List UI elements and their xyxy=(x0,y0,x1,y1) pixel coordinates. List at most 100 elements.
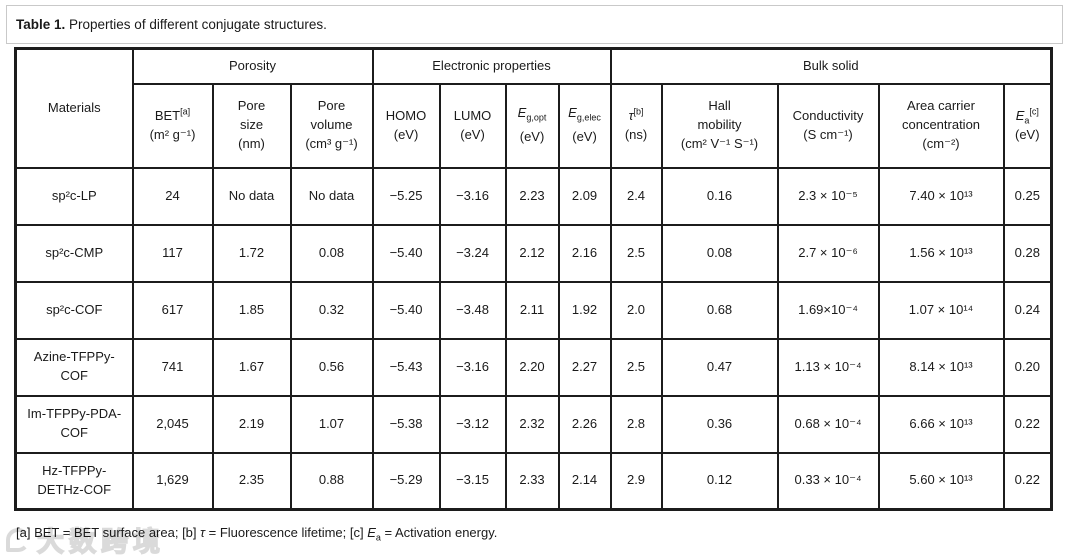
cell-eg-opt: 2.23 xyxy=(504,166,560,226)
cell-tau: 2.5 xyxy=(609,337,663,397)
cell-hall-mobility: 0.36 xyxy=(660,394,779,454)
cell-tau: 2.5 xyxy=(609,223,663,283)
cell-area-carrier: 8.14 × 10¹³ xyxy=(877,337,1005,397)
table-row: Hz-TFPPy-DETHz-COF 1,629 2.35 0.88 −5.29… xyxy=(14,451,1053,511)
table-row: Azine-TFPPy-COF 741 1.67 0.56 −5.43 −3.1… xyxy=(14,337,1053,397)
cell-ea: 0.20 xyxy=(1002,337,1053,397)
column-header-row: BET[a] (m² g⁻¹) Pore size (nm) Pore volum… xyxy=(16,82,1053,169)
cell-homo: −5.29 xyxy=(371,451,441,511)
cell-eg-opt: 2.11 xyxy=(504,280,560,340)
column-header-bet: BET[a] (m² g⁻¹) xyxy=(131,82,214,169)
cell-material: Hz-TFPPy-DETHz-COF xyxy=(14,451,134,511)
table-row: Im-TFPPy-PDA-COF 2,045 2.19 1.07 −5.38 −… xyxy=(14,394,1053,454)
column-group-electronic-properties: Electronic properties xyxy=(371,47,612,85)
cell-lumo: −3.12 xyxy=(438,394,507,454)
cell-bet: 617 xyxy=(131,280,214,340)
cell-tau: 2.0 xyxy=(609,280,663,340)
group-header-row: Materials Porosity Electronic properties… xyxy=(14,47,1053,169)
cell-material: sp²c-CMP xyxy=(14,223,134,283)
cell-homo: −5.40 xyxy=(371,223,441,283)
cell-eg-opt: 2.32 xyxy=(504,394,560,454)
cell-eg-opt: 2.20 xyxy=(504,337,560,397)
cell-homo: −5.40 xyxy=(371,280,441,340)
cell-pore-volume: 0.88 xyxy=(289,451,374,511)
cell-lumo: −3.24 xyxy=(438,223,507,283)
cell-hall-mobility: 0.16 xyxy=(660,166,779,226)
column-header-hall-mobility: Hall mobility (cm² V⁻¹ S⁻¹) xyxy=(660,82,779,169)
cell-pore-size: 2.19 xyxy=(211,394,292,454)
watermark: 大数跨境 xyxy=(6,520,165,559)
cell-eg-elec: 2.14 xyxy=(557,451,612,511)
cell-bet: 1,629 xyxy=(131,451,214,511)
cell-tau: 2.4 xyxy=(609,166,663,226)
cell-ea: 0.22 xyxy=(1002,451,1053,511)
table-row: sp²c-LP 24 No data No data −5.25 −3.16 2… xyxy=(14,166,1053,226)
cell-area-carrier: 1.07 × 10¹⁴ xyxy=(877,280,1005,340)
cell-bet: 741 xyxy=(131,337,214,397)
column-header-tau: τ[b] (ns) xyxy=(609,82,663,169)
cell-area-carrier: 7.40 × 10¹³ xyxy=(877,166,1005,226)
cell-area-carrier: 1.56 × 10¹³ xyxy=(877,223,1005,283)
caption-text: Properties of different conjugate struct… xyxy=(65,17,327,32)
cell-homo: −5.43 xyxy=(371,337,441,397)
cell-eg-opt: 2.33 xyxy=(504,451,560,511)
cell-eg-elec: 2.09 xyxy=(557,166,612,226)
cell-bet: 117 xyxy=(131,223,214,283)
column-header-pore-size: Pore size (nm) xyxy=(211,82,292,169)
cell-area-carrier: 5.60 × 10¹³ xyxy=(877,451,1005,511)
column-header-ea: Ea[c] (eV) xyxy=(1002,82,1053,169)
cell-hall-mobility: 0.47 xyxy=(660,337,779,397)
cell-pore-size: 1.72 xyxy=(211,223,292,283)
cell-pore-size: No data xyxy=(211,166,292,226)
column-header-eg-elec: Eg,elec (eV) xyxy=(557,82,612,169)
cell-pore-volume: 0.08 xyxy=(289,223,374,283)
watermark-logo-icon xyxy=(6,527,30,552)
cell-conductivity: 0.68 × 10⁻⁴ xyxy=(776,394,880,454)
table-row: sp²c-CMP 117 1.72 0.08 −5.40 −3.24 2.12 … xyxy=(14,223,1053,283)
cell-material: sp²c-LP xyxy=(14,166,134,226)
column-header-area-carrier-concentration: Area carrier concentration (cm⁻²) xyxy=(877,82,1005,169)
cell-pore-volume: 1.07 xyxy=(289,394,374,454)
cell-pore-volume: 0.56 xyxy=(289,337,374,397)
column-header-pore-volume: Pore volume (cm³ g⁻¹) xyxy=(289,82,374,169)
cell-hall-mobility: 0.12 xyxy=(660,451,779,511)
cell-hall-mobility: 0.08 xyxy=(660,223,779,283)
cell-lumo: −3.16 xyxy=(438,166,507,226)
cell-ea: 0.24 xyxy=(1002,280,1053,340)
cell-eg-elec: 2.27 xyxy=(557,337,612,397)
column-header-materials: Materials xyxy=(14,47,134,169)
cell-conductivity: 1.69×10⁻⁴ xyxy=(776,280,880,340)
cell-conductivity: 2.3 × 10⁻⁵ xyxy=(776,166,880,226)
cell-eg-elec: 2.26 xyxy=(557,394,612,454)
cell-pore-volume: 0.32 xyxy=(289,280,374,340)
watermark-text: 大数跨境 xyxy=(36,526,165,558)
column-group-porosity: Porosity xyxy=(131,47,374,85)
cell-hall-mobility: 0.68 xyxy=(660,280,779,340)
cell-lumo: −3.15 xyxy=(438,451,507,511)
column-header-conductivity: Conductivity (S cm⁻¹) xyxy=(776,82,880,169)
column-header-homo: HOMO (eV) xyxy=(371,82,441,169)
cell-pore-size: 2.35 xyxy=(211,451,292,511)
cell-ea: 0.25 xyxy=(1002,166,1053,226)
column-group-bulk-solid: Bulk solid xyxy=(609,47,1053,85)
cell-eg-elec: 1.92 xyxy=(557,280,612,340)
cell-homo: −5.25 xyxy=(371,166,441,226)
cell-eg-opt: 2.12 xyxy=(504,223,560,283)
cell-ea: 0.22 xyxy=(1002,394,1053,454)
cell-bet: 2,045 xyxy=(131,394,214,454)
column-header-lumo: LUMO (eV) xyxy=(438,82,507,169)
cell-conductivity: 2.7 × 10⁻⁶ xyxy=(776,223,880,283)
properties-table: Materials Porosity Electronic properties… xyxy=(14,47,1054,511)
cell-conductivity: 0.33 × 10⁻⁴ xyxy=(776,451,880,511)
cell-material: Azine-TFPPy-COF xyxy=(14,337,134,397)
caption-label: Table 1. xyxy=(16,17,66,32)
cell-lumo: −3.16 xyxy=(438,337,507,397)
cell-material: Im-TFPPy-PDA-COF xyxy=(14,394,134,454)
cell-pore-volume: No data xyxy=(289,166,374,226)
column-header-eg-opt: Eg,opt (eV) xyxy=(504,82,560,169)
cell-lumo: −3.48 xyxy=(438,280,507,340)
cell-pore-size: 1.67 xyxy=(211,337,292,397)
cell-eg-elec: 2.16 xyxy=(557,223,612,283)
cell-area-carrier: 6.66 × 10¹³ xyxy=(877,394,1005,454)
cell-homo: −5.38 xyxy=(371,394,441,454)
